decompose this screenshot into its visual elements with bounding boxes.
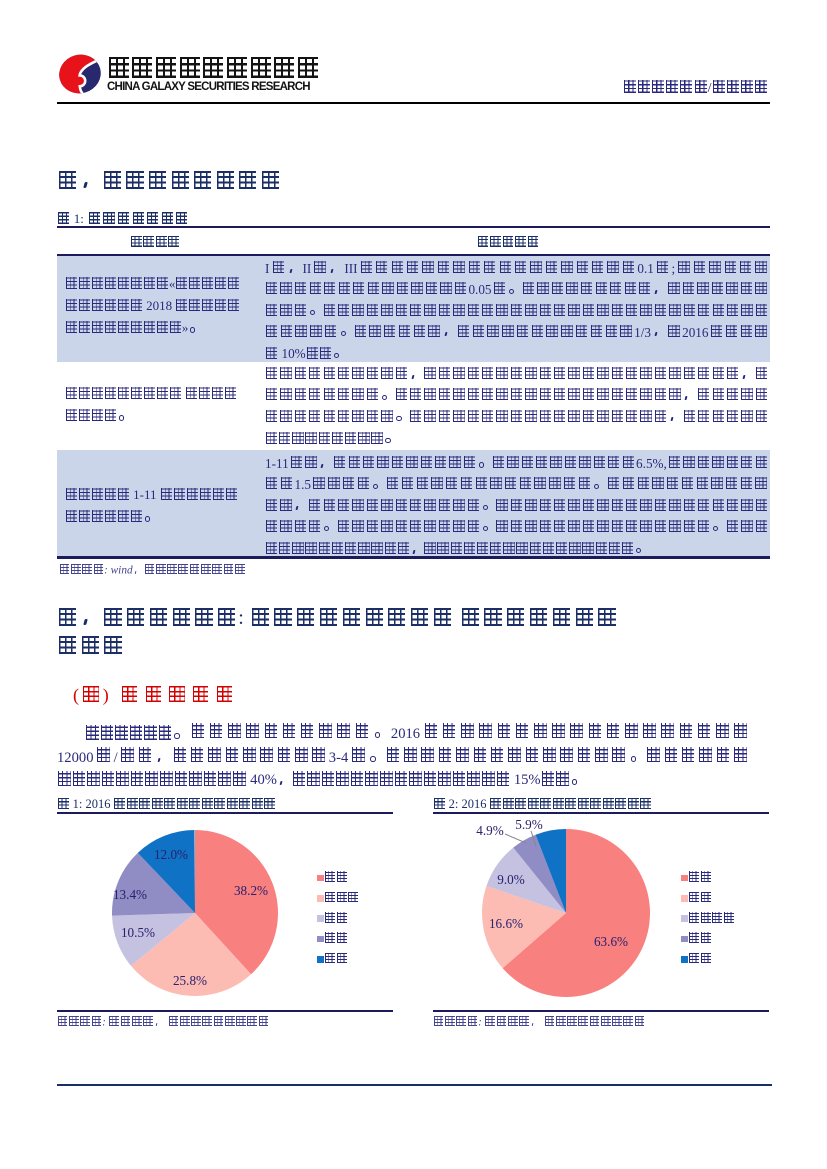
svg-text:10.5%: 10.5% bbox=[121, 925, 155, 940]
svg-text:38.2%: 38.2% bbox=[234, 883, 268, 898]
svg-text:5.9%: 5.9% bbox=[515, 817, 542, 832]
svg-text:12.0%: 12.0% bbox=[154, 847, 188, 862]
svg-text:16.6%: 16.6% bbox=[489, 916, 523, 931]
svg-text:25.8%: 25.8% bbox=[173, 973, 207, 988]
svg-text:13.4%: 13.4% bbox=[113, 887, 147, 902]
svg-text:63.6%: 63.6% bbox=[594, 934, 628, 949]
svg-text:4.9%: 4.9% bbox=[476, 823, 503, 838]
svg-text:9.0%: 9.0% bbox=[497, 872, 524, 887]
